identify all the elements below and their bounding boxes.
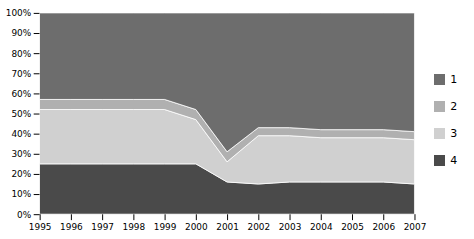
svg-text:100%: 100% (6, 8, 31, 18)
html-text:3: 3 (450, 126, 458, 140)
svg-text:80%: 80% (11, 49, 31, 59)
svg-text:10%: 10% (11, 189, 31, 199)
svg-text:1995: 1995 (29, 222, 52, 232)
svg-text:2002: 2002 (247, 222, 270, 232)
svg-text:1996: 1996 (60, 222, 83, 232)
html-text:2: 2 (450, 99, 458, 113)
svg-text:1999: 1999 (154, 222, 177, 232)
svg-text:70%: 70% (11, 69, 31, 79)
svg-text:90%: 90% (11, 28, 31, 38)
svg-text:2006: 2006 (372, 222, 395, 232)
svg-text:2005: 2005 (341, 222, 364, 232)
svg-text:30%: 30% (11, 149, 31, 159)
svg-text:2001: 2001 (216, 222, 239, 232)
svg-text:2000: 2000 (185, 222, 208, 232)
svg-text:1998: 1998 (123, 222, 146, 232)
svg-text:0%: 0% (17, 210, 31, 220)
svg-text:2003: 2003 (279, 222, 302, 232)
svg-text:60%: 60% (11, 89, 31, 99)
svg-text:2004: 2004 (310, 222, 333, 232)
svg-text:20%: 20% (11, 169, 31, 179)
html-text:4: 4 (450, 153, 458, 167)
html-text:1: 1 (450, 72, 458, 86)
svg-text:50%: 50% (11, 109, 31, 119)
svg-text:2007: 2007 (404, 222, 427, 232)
svg-text:40%: 40% (11, 129, 31, 139)
svg-text:1997: 1997 (91, 222, 114, 232)
